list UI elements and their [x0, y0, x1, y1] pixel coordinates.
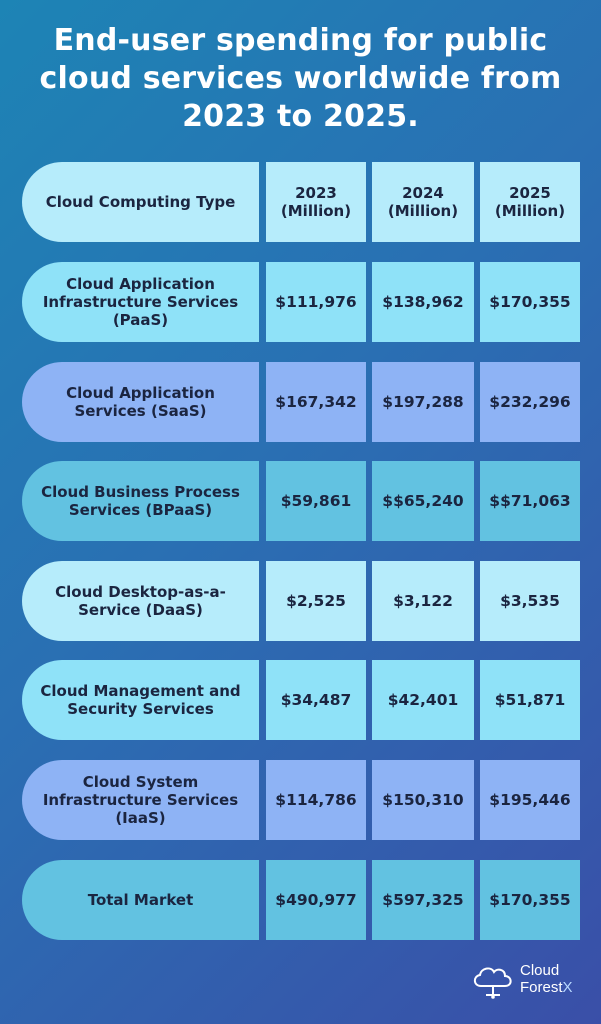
value-2023-cell: $490,977: [266, 860, 366, 940]
header-2025-cell: 2025 (Million): [480, 162, 580, 242]
value-2024-cell: $42,401: [372, 660, 474, 740]
value-2023-cell: $2,525: [266, 561, 366, 641]
page-title: End-user spending for public cloud servi…: [39, 23, 562, 134]
value-2024-cell: $138,962: [372, 262, 474, 342]
header-2023-cell: 2023 (Million): [266, 162, 366, 242]
row-label-cell: Cloud Desktop-as-a-Service (DaaS): [22, 561, 259, 641]
table-row: Cloud Management and Security Services $3…: [22, 660, 580, 740]
row-label-cell: Cloud Business Process Services (BPaaS): [22, 461, 259, 541]
table-row: Cloud Application Services (SaaS) $167,34…: [22, 362, 580, 442]
table-row: Cloud Application Infrastructure Service…: [22, 262, 580, 342]
value-2024-cell: $150,310: [372, 760, 474, 840]
value-2025-cell: $232,296: [480, 362, 580, 442]
table-row: Total Market $490,977 $597,325 $170,355: [22, 860, 580, 940]
value-2024-cell: $3,122: [372, 561, 474, 641]
value-2025-cell: $170,355: [480, 860, 580, 940]
table-row: Cloud Desktop-as-a-Service (DaaS) $2,525 $…: [22, 561, 580, 641]
header-type-cell: Cloud Computing Type: [22, 162, 259, 242]
logo-text-line2: ForestX: [520, 979, 573, 996]
row-label-cell: Cloud System Infrastructure Services (Ia…: [22, 760, 259, 840]
logo-text-line1: Cloud: [520, 962, 560, 979]
table-row: Cloud Business Process Services (BPaaS) $…: [22, 461, 580, 541]
logo-text-suffix: X: [562, 979, 573, 996]
value-2024-cell: $$65,240: [372, 461, 474, 541]
table-header-row: Cloud Computing Type 2023 (Million) 2024 (…: [22, 162, 580, 242]
table-row: Cloud System Infrastructure Services (Ia…: [22, 760, 580, 840]
row-label-cell: Cloud Application Services (SaaS): [22, 362, 259, 442]
value-2025-cell: $$71,063: [480, 461, 580, 541]
header-2024-cell: 2024 (Million): [372, 162, 474, 242]
value-2023-cell: $111,976: [266, 262, 366, 342]
cloudforestx-logo: Cloud ForestX: [470, 960, 585, 1000]
row-label-cell: Cloud Application Infrastructure Service…: [22, 262, 259, 342]
cloud-network-icon: [473, 967, 512, 999]
value-2025-cell: $3,535: [480, 561, 580, 641]
value-2024-cell: $597,325: [372, 860, 474, 940]
value-2025-cell: $195,446: [480, 760, 580, 840]
value-2025-cell: $170,355: [480, 262, 580, 342]
value-2023-cell: $167,342: [266, 362, 366, 442]
value-2025-cell: $51,871: [480, 660, 580, 740]
value-2023-cell: $34,487: [266, 660, 366, 740]
row-label-cell: Cloud Management and Security Services: [22, 660, 259, 740]
value-2024-cell: $197,288: [372, 362, 474, 442]
value-2023-cell: $114,786: [266, 760, 366, 840]
row-label-cell: Total Market: [22, 860, 259, 940]
value-2023-cell: $59,861: [266, 461, 366, 541]
